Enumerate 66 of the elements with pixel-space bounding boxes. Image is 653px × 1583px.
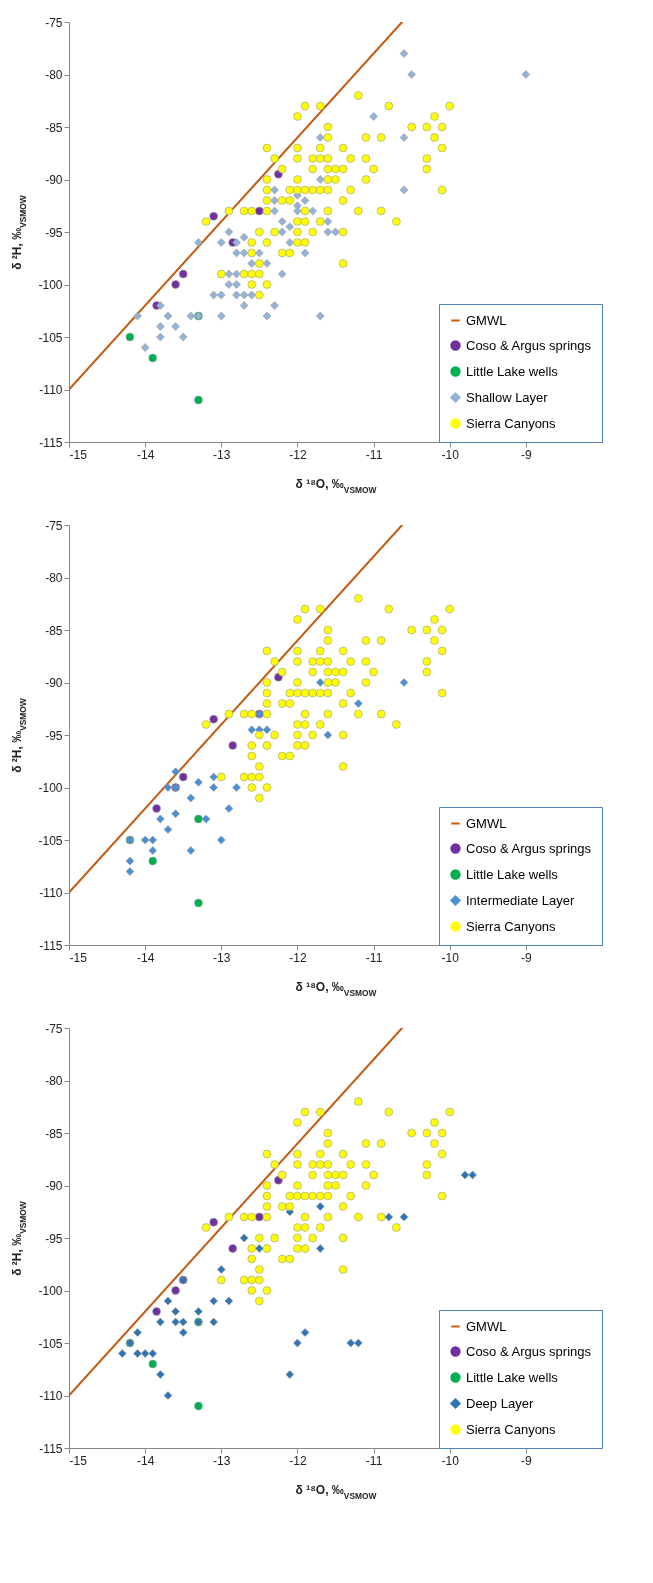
x-tick-label: -10 xyxy=(441,950,460,965)
y-tick-label: -100 xyxy=(38,278,63,292)
y-tick-label: -75 xyxy=(45,15,63,30)
x-tick-label: -12 xyxy=(289,447,307,462)
x-tick-label: -12 xyxy=(289,950,307,965)
x-tick-label: -14 xyxy=(136,447,155,462)
y-tick-label: -75 xyxy=(45,518,63,533)
legend-label: Sierra Canyons xyxy=(466,918,557,934)
y-tick-label: -95 xyxy=(45,225,63,240)
x-tick-label: -13 xyxy=(213,1453,231,1468)
y-tick-label: -110 xyxy=(39,886,63,900)
legend-label: GMWL xyxy=(466,312,507,328)
legend-label: Little Lake wells xyxy=(466,866,559,882)
x-axis-title: δ ¹⁸O, ‰$_{VSMOW}$ xyxy=(295,1482,377,1501)
x-tick-label: -15 xyxy=(69,447,88,462)
legend-label: GMWL xyxy=(466,815,507,831)
legend-label: Coso & Argus springs xyxy=(466,337,592,353)
y-tick-label: -85 xyxy=(45,623,63,638)
x-tick-label: -11 xyxy=(365,1453,383,1468)
y-tick-label: -80 xyxy=(45,1074,63,1088)
x-axis-title: δ ¹⁸O, ‰$_{VSMOW}$ xyxy=(295,979,377,998)
x-tick-label: -14 xyxy=(136,1453,155,1468)
x-tick-label: -9 xyxy=(521,1453,533,1468)
y-tick-label: -85 xyxy=(45,1126,63,1141)
x-tick-label: -9 xyxy=(521,447,533,462)
y-tick-label: -110 xyxy=(39,1389,63,1403)
legend-label: Sierra Canyons xyxy=(466,415,557,431)
y-tick-label: -110 xyxy=(39,383,63,397)
x-tick-label: -15 xyxy=(69,950,88,965)
y-tick-label: -105 xyxy=(38,330,63,345)
y-tick-label: -105 xyxy=(38,833,63,848)
y-tick-label: -105 xyxy=(38,1336,63,1351)
x-axis-title: δ ¹⁸O, ‰$_{VSMOW}$ xyxy=(295,476,377,495)
y-tick-label: -115 xyxy=(39,1441,63,1456)
legend-label: Coso & Argus springs xyxy=(466,1343,592,1359)
legend-label: Coso & Argus springs xyxy=(466,840,592,856)
x-tick-label: -15 xyxy=(69,1453,88,1468)
legend-label: GMWL xyxy=(466,1318,507,1334)
x-tick-label: -9 xyxy=(521,950,533,965)
x-tick-label: -12 xyxy=(289,1453,307,1468)
legend-label: Sierra Canyons xyxy=(466,1421,557,1437)
y-tick-label: -80 xyxy=(45,571,63,585)
x-tick-label: -13 xyxy=(213,447,231,462)
x-tick-label: -11 xyxy=(365,447,383,462)
legend-label: Intermediate Layer xyxy=(466,892,576,908)
legend-label: Shallow Layer xyxy=(466,389,549,405)
y-tick-label: -90 xyxy=(45,173,63,187)
y-tick-label: -95 xyxy=(45,1231,63,1246)
x-tick-label: -10 xyxy=(441,1453,460,1468)
x-tick-label: -10 xyxy=(441,447,460,462)
legend-label: Deep Layer xyxy=(466,1395,534,1411)
y-tick-label: -85 xyxy=(45,120,63,135)
y-tick-label: -115 xyxy=(39,435,63,450)
x-tick-label: -13 xyxy=(213,950,231,965)
y-tick-label: -75 xyxy=(45,1021,63,1036)
y-tick-label: -100 xyxy=(38,1284,63,1298)
y-tick-label: -90 xyxy=(45,1179,63,1193)
y-tick-label: -95 xyxy=(45,728,63,743)
x-tick-label: -11 xyxy=(365,950,383,965)
y-tick-label: -80 xyxy=(45,68,63,82)
y-tick-label: -90 xyxy=(45,676,63,690)
y-tick-label: -115 xyxy=(39,938,63,953)
x-tick-label: -14 xyxy=(136,950,155,965)
legend-label: Little Lake wells xyxy=(466,1369,559,1385)
legend-label: Little Lake wells xyxy=(466,363,559,379)
y-tick-label: -100 xyxy=(38,781,63,795)
